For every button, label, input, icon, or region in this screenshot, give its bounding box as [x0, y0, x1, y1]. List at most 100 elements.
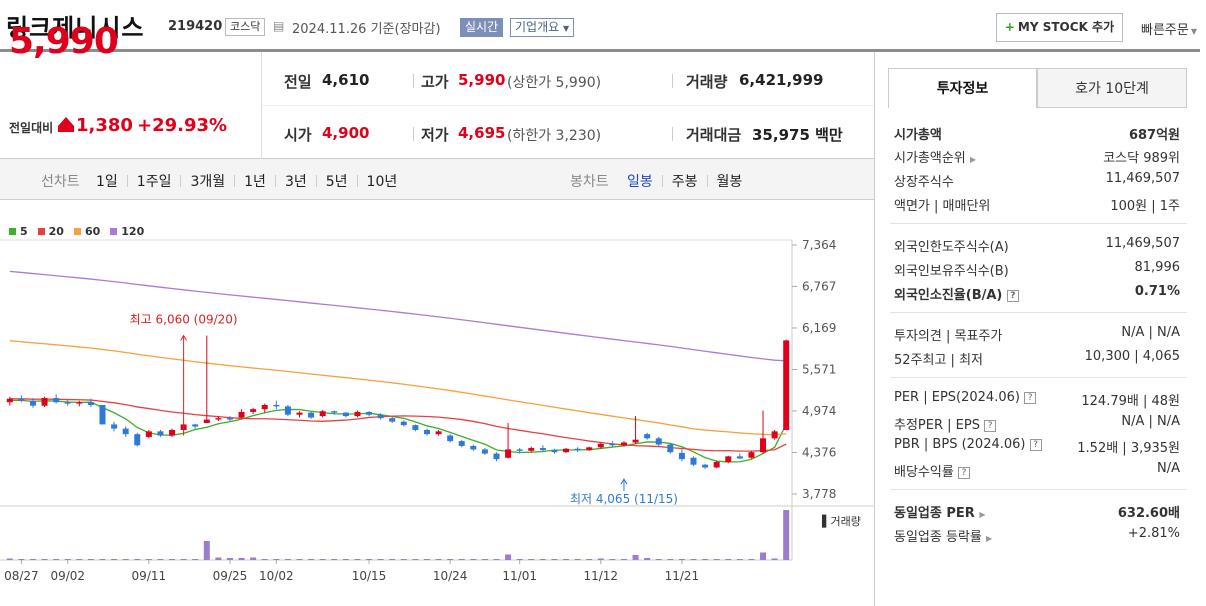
volume-bar: [250, 557, 257, 560]
candle-body: [713, 461, 720, 468]
candle-body: [678, 452, 685, 460]
pbr-value: 1.52배 | 3,935원: [1077, 441, 1180, 456]
candle-body: [574, 448, 581, 451]
legend-ma-120[interactable]: 120: [110, 225, 144, 238]
date-value: 2024.11.26: [292, 22, 367, 37]
overview-label: 기업개요: [515, 20, 560, 34]
tab-period-2[interactable]: 월봉: [716, 174, 743, 190]
tab-period-1[interactable]: 주봉: [671, 174, 698, 190]
tab-invest-info[interactable]: 투자정보: [888, 68, 1037, 108]
candle-body: [238, 411, 245, 418]
volume-bar: [783, 510, 790, 560]
volume-bar: [539, 559, 546, 560]
foreign-ratio-label: 외국인소진율(B/A): [894, 288, 1003, 303]
divider: [706, 175, 708, 187]
help-icon[interactable]: ?: [1024, 392, 1037, 404]
y-tick-label: 5,571: [802, 363, 836, 377]
candle-body: [481, 449, 488, 454]
sector-rate-row[interactable]: 동일업종 등락률 ▶ +2.81%: [894, 526, 1180, 550]
rank-row[interactable]: 시가총액순위 ▶ 코스닥 989위: [894, 147, 1180, 171]
volume-bar: [632, 555, 639, 560]
legend-label: 120: [121, 225, 145, 238]
volume-bar: [261, 559, 268, 560]
candle-body: [192, 424, 199, 427]
tab-period-4[interactable]: 3년: [284, 174, 307, 190]
candle-body: [342, 412, 349, 417]
par-row: 액면가 | 매매단위 100원 | 1주: [894, 195, 1180, 219]
date-text: 2024.11.26 기준(장마감): [292, 18, 441, 37]
sector-per-row[interactable]: 동일업종 PER ▶ 632.60배: [894, 502, 1180, 526]
candle-body: [400, 421, 407, 426]
volume-bar: [145, 559, 152, 560]
my-stock-add-button[interactable]: + MY STOCK 추가: [996, 13, 1123, 42]
quick-order-label: 빠른주문: [1141, 23, 1189, 38]
legend-ma-60[interactable]: 60: [73, 225, 100, 238]
volume-bar: [192, 559, 199, 560]
chevron-right-icon: ▶: [986, 534, 993, 543]
low-label: 저가: [421, 126, 449, 144]
candle-body: [145, 431, 152, 437]
divider: [126, 175, 128, 187]
divider: [890, 489, 1187, 490]
y-tick-label: 7,364: [802, 238, 836, 252]
legend-ma-5[interactable]: 5: [9, 225, 28, 238]
per-value: 124.79배 | 48원: [1081, 394, 1180, 409]
divider: [315, 175, 317, 187]
legend-ma-20[interactable]: 20: [37, 225, 64, 238]
realtime-button[interactable]: 실시간: [460, 18, 504, 37]
volume-bar: [226, 558, 233, 560]
volume-bar: [319, 559, 326, 560]
divider: [890, 312, 1187, 313]
help-icon[interactable]: ?: [1006, 290, 1019, 302]
candle-body: [29, 400, 36, 406]
par-value: 100원 | 1주: [1110, 199, 1180, 214]
candle-body: [493, 453, 500, 460]
help-icon[interactable]: ?: [957, 467, 970, 479]
volume-bar: [6, 558, 13, 560]
chevron-down-icon: ▼: [563, 24, 570, 33]
div-value: N/A: [1157, 461, 1180, 476]
pbr-label-wrap: PBR | BPS (2024.06) ?: [894, 437, 1042, 452]
volume-bar: [470, 559, 477, 560]
change-amount: 1,380: [76, 115, 133, 136]
volume-bar: [678, 559, 685, 560]
divider: [180, 175, 182, 187]
company-title[interactable]: 링크제니시스: [6, 14, 145, 42]
tab-period-5[interactable]: 5년: [325, 174, 348, 190]
tab-period-2[interactable]: 3개월: [190, 174, 226, 190]
volume-bar: [157, 559, 164, 560]
change-percent: +29.93%: [137, 115, 228, 136]
candle-body: [528, 448, 535, 451]
candle-body: [41, 398, 48, 406]
tab-hoga-10[interactable]: 호가 10단계: [1037, 68, 1187, 108]
volume-bar: [169, 559, 176, 560]
foreign-hold-label: 외국인보유주식수(B): [894, 264, 1009, 279]
volume-bar: [771, 558, 778, 560]
candle-body: [296, 412, 303, 415]
company-overview-dropdown[interactable]: 기업개요 ▼: [510, 18, 575, 37]
volume-bar: [423, 559, 430, 560]
sector-per-value: 632.60배: [1117, 506, 1180, 521]
stock-code: 219420: [168, 19, 223, 34]
price-chart[interactable]: 7,364 6,767 6,169 5,571 4,974 4,376 3,778 08/27…: [0, 200, 874, 606]
quick-order-link[interactable]: 빠른주문 ▼: [1141, 19, 1197, 38]
candle-body: [435, 431, 442, 435]
x-tick-label: 11/21: [665, 569, 700, 583]
candle-body: [157, 431, 164, 436]
tab-period-1[interactable]: 1주일: [136, 174, 172, 190]
tab-period-0[interactable]: 일봉: [627, 174, 653, 190]
candle-body: [169, 429, 176, 436]
prev-close-value: 4,610: [322, 71, 370, 89]
help-icon[interactable]: ?: [1029, 439, 1042, 451]
candle-body: [18, 398, 25, 401]
volume-bar: [609, 559, 616, 560]
tab-period-3[interactable]: 1년: [244, 174, 266, 190]
opinion-value: N/A | N/A: [1121, 325, 1180, 340]
help-icon[interactable]: ?: [984, 420, 997, 432]
candle-body: [412, 425, 419, 430]
candle-body: [87, 402, 94, 405]
lower-limit-text: (하한가 3,230): [507, 128, 602, 144]
volume-bar: [53, 559, 60, 560]
tab-period-0[interactable]: 1일: [96, 174, 118, 190]
tab-period-6[interactable]: 10년: [366, 174, 398, 190]
